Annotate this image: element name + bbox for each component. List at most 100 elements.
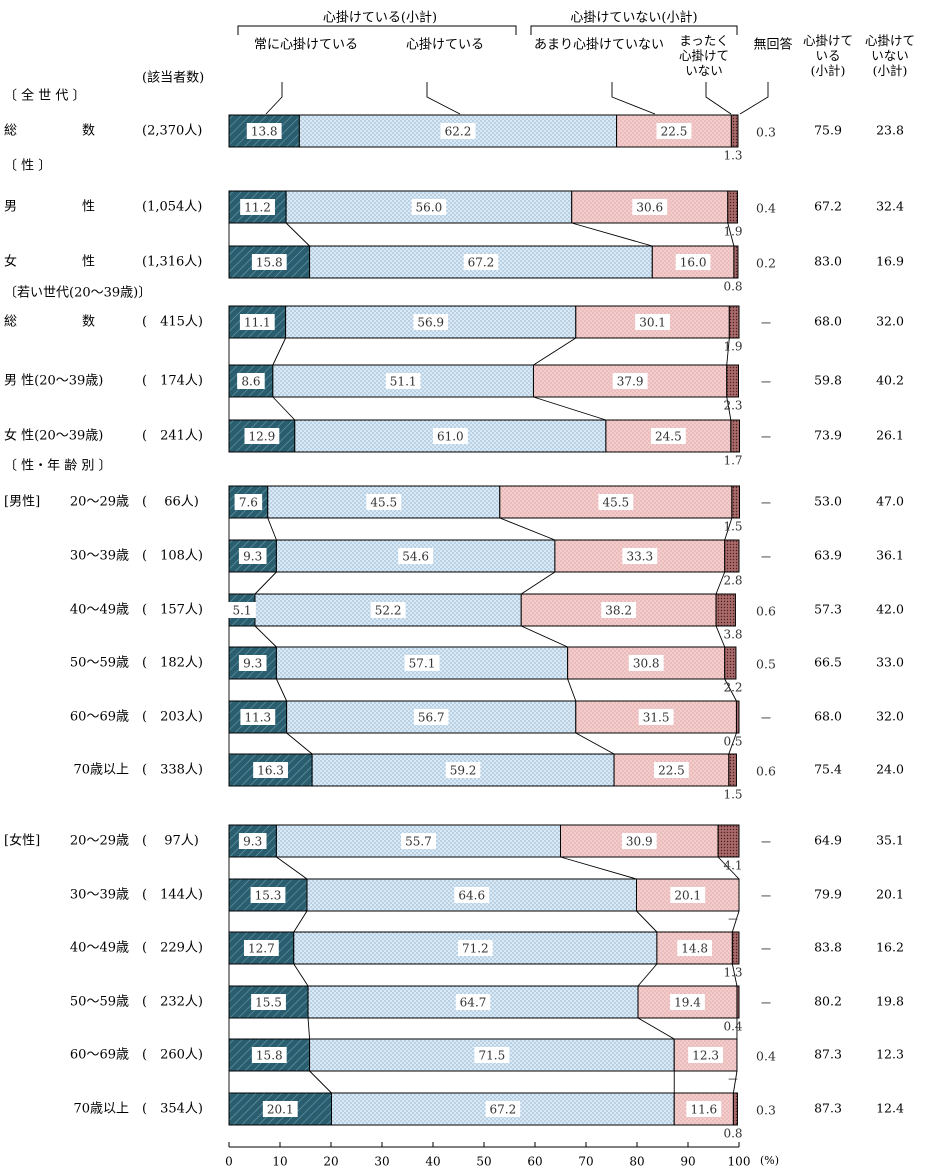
- no-answer-value: 0.3: [756, 125, 776, 140]
- row-respondents: (2,370人): [142, 124, 202, 139]
- value-label-box: [628, 655, 664, 671]
- value-label: 14.8: [681, 942, 708, 956]
- legend-leader-line: [739, 82, 769, 115]
- value-label: 11.2: [244, 201, 271, 215]
- legend-leader-line: [611, 82, 656, 115]
- row-label: 30～39歳: [70, 888, 129, 903]
- no-answer-value: －: [760, 496, 773, 511]
- section-header: 〔若い世代(20～39歳)〕: [4, 285, 151, 301]
- no-answer-value: －: [760, 942, 773, 957]
- row-respondents: ( 415人): [142, 315, 203, 330]
- connector-line: [726, 396, 732, 421]
- value-label: 20.1: [267, 1103, 294, 1117]
- value-label: 30.6: [636, 201, 663, 215]
- value-label-box: [237, 373, 265, 389]
- no-subtotal-value: 33.0: [876, 655, 904, 670]
- group-bracket-no: [530, 25, 738, 35]
- row-respondents: ( 174人): [142, 374, 203, 389]
- value-label-never: 2.8: [723, 574, 742, 588]
- row-group-label: [男性]: [4, 495, 40, 510]
- value-label-box: [632, 199, 668, 215]
- row-respondents: ( 232人): [142, 995, 203, 1010]
- bar-segment-never: [730, 114, 739, 148]
- value-label-never: 2.3: [723, 399, 742, 413]
- value-label: 11.3: [244, 711, 271, 725]
- value-label-never: 0.4: [723, 1020, 742, 1034]
- row-label: 女 性(20～39歳): [4, 428, 103, 444]
- bar-segment-never: [736, 985, 740, 1019]
- yes-subtotal-value: 68.0: [814, 709, 842, 724]
- value-label-box: [251, 1047, 287, 1063]
- connector-line: [254, 625, 277, 648]
- value-label-box: [440, 123, 476, 139]
- connector-line: [732, 1070, 738, 1094]
- no-answer-value: －: [760, 316, 773, 331]
- no-subtotal-value: 12.3: [876, 1047, 904, 1062]
- value-label: 71.2: [462, 942, 489, 956]
- value-label-never: 1.9: [723, 340, 742, 354]
- value-label: 64.6: [458, 889, 485, 903]
- value-label-box: [240, 199, 275, 215]
- no-subtotal-value: 32.0: [876, 314, 904, 329]
- legend-always: 常に心掛けている: [254, 38, 358, 53]
- value-label: 24.5: [655, 430, 682, 444]
- no-subtotal-value: 47.0: [876, 494, 904, 509]
- value-label: 9.3: [243, 835, 262, 849]
- value-label-box: [404, 655, 440, 671]
- value-label-box: [398, 548, 434, 564]
- row-label: 60～69歳: [70, 710, 129, 725]
- row-label: 70歳以上: [73, 1102, 129, 1117]
- row-respondents: ( 338人): [142, 763, 203, 778]
- connector-line: [724, 517, 733, 541]
- value-label-box: [239, 314, 275, 330]
- value-label: 30.1: [639, 316, 666, 330]
- legend-no-answer: 無回答: [753, 37, 792, 53]
- connector-line: [575, 732, 615, 755]
- value-label-never: 1.7: [723, 454, 742, 468]
- bar-segment-never: [731, 485, 741, 519]
- connector-line: [254, 571, 277, 595]
- value-label: 9.3: [243, 550, 262, 564]
- bar-segment-never: [724, 646, 737, 680]
- no-subtotal-value: 19.8: [876, 994, 904, 1009]
- row-label: 女 性: [4, 254, 95, 270]
- value-label: 67.2: [490, 1103, 517, 1117]
- row-label: 70歳以上: [73, 763, 129, 778]
- connector-line: [276, 678, 288, 702]
- connector-line: [309, 1070, 332, 1094]
- no-answer-value: 0.2: [756, 256, 776, 271]
- no-answer-value: 0.6: [756, 604, 776, 619]
- no-answer-value: －: [760, 550, 773, 565]
- no-answer-value: 0.3: [756, 1103, 776, 1118]
- value-label-box: [686, 1101, 722, 1117]
- value-label: 7.6: [239, 496, 258, 510]
- bar-segment-never: [717, 824, 740, 858]
- no-subtotal-value: 32.0: [876, 709, 904, 724]
- value-label-never: －: [727, 913, 739, 927]
- no-answer-value: －: [760, 996, 773, 1011]
- value-label-box: [621, 833, 657, 849]
- connector-line: [533, 337, 577, 366]
- value-label-never: 1.3: [723, 966, 742, 980]
- value-label-box: [656, 123, 692, 139]
- value-label: 37.9: [617, 375, 644, 389]
- row-label: 30～39歳: [70, 549, 129, 564]
- value-label-box: [238, 655, 267, 671]
- row-respondents: ( 97人): [142, 834, 199, 849]
- bar-segment-never: [724, 539, 740, 573]
- connector-line: [272, 337, 287, 366]
- x-axis-tick-label: 20: [323, 1155, 338, 1169]
- x-axis-unit: (%): [760, 1154, 779, 1167]
- yes-subtotal-value: 63.9: [814, 548, 842, 563]
- value-label: 61.0: [437, 430, 464, 444]
- bar-segment-never: [728, 305, 740, 339]
- value-label-box: [457, 940, 493, 956]
- value-label-box: [413, 314, 449, 330]
- row-respondents: ( 260人): [142, 1048, 203, 1063]
- value-label-box: [413, 709, 449, 725]
- value-label-box: [612, 373, 648, 389]
- connector-line: [731, 910, 740, 933]
- value-label-box: [474, 1047, 510, 1063]
- bar-segment-never: [731, 931, 740, 965]
- row-respondents: (1,054人): [142, 200, 202, 215]
